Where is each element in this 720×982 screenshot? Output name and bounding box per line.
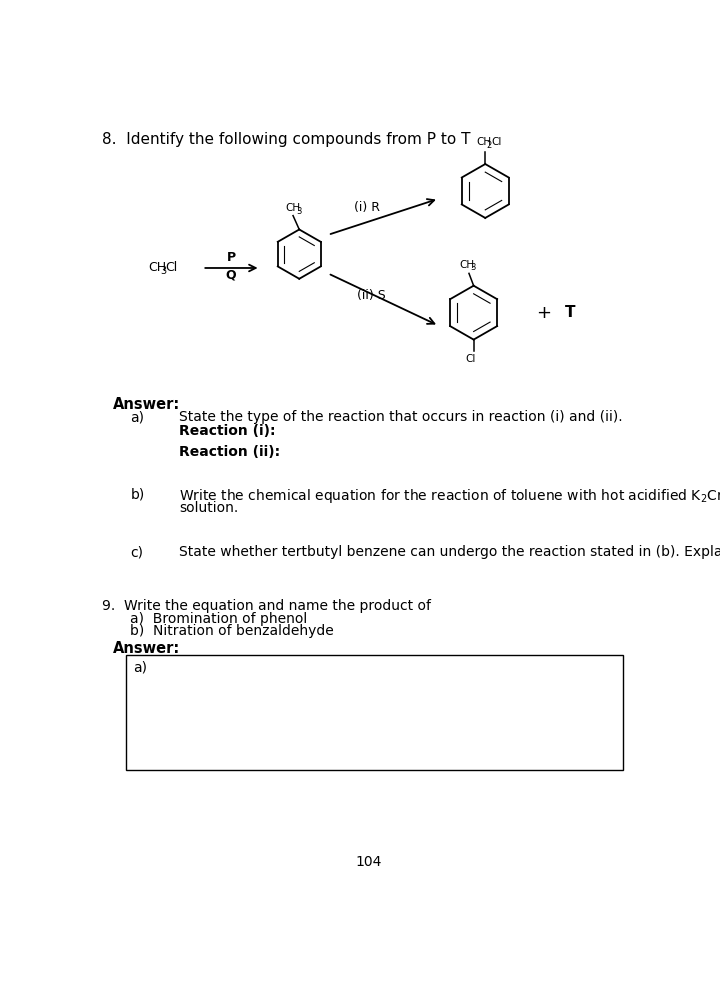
Text: CH: CH bbox=[476, 137, 491, 147]
Text: Q: Q bbox=[226, 268, 236, 282]
Text: b)  Nitration of benzaldehyde: b) Nitration of benzaldehyde bbox=[130, 625, 334, 638]
Text: T: T bbox=[565, 305, 576, 320]
Text: +: + bbox=[536, 303, 551, 322]
Text: a): a) bbox=[130, 410, 144, 424]
Text: 8.  Identify the following compounds from P to T: 8. Identify the following compounds from… bbox=[102, 132, 470, 146]
Text: Answer:: Answer: bbox=[113, 397, 181, 411]
Text: 2: 2 bbox=[487, 141, 492, 150]
Text: Answer:: Answer: bbox=[113, 641, 181, 656]
Text: Cl: Cl bbox=[465, 354, 476, 364]
Text: CH: CH bbox=[285, 203, 300, 213]
Bar bbox=[127, 655, 624, 770]
Text: Reaction (ii):: Reaction (ii): bbox=[179, 445, 280, 460]
Text: Cl: Cl bbox=[165, 261, 177, 275]
Text: Write the chemical equation for the reaction of toluene with hot acidified $\mat: Write the chemical equation for the reac… bbox=[179, 487, 720, 506]
Text: CH: CH bbox=[459, 260, 474, 270]
Text: 3: 3 bbox=[161, 266, 166, 276]
Text: 104: 104 bbox=[356, 854, 382, 869]
Text: P: P bbox=[227, 251, 235, 264]
Text: State whether tertbutyl benzene can undergo the reaction stated in (b). Explain.: State whether tertbutyl benzene can unde… bbox=[179, 545, 720, 559]
Text: solution.: solution. bbox=[179, 501, 238, 516]
Text: b): b) bbox=[130, 487, 145, 502]
Text: (ii) S: (ii) S bbox=[357, 290, 386, 302]
Text: a): a) bbox=[132, 661, 147, 675]
Text: (i) R: (i) R bbox=[354, 200, 380, 214]
Text: Reaction (i):: Reaction (i): bbox=[179, 423, 276, 438]
Text: CH: CH bbox=[148, 261, 166, 275]
Text: 9.  Write the equation and name the product of: 9. Write the equation and name the produ… bbox=[102, 599, 431, 613]
Text: a)  Bromination of phenol: a) Bromination of phenol bbox=[130, 612, 307, 627]
Text: 3: 3 bbox=[471, 263, 476, 272]
Text: c): c) bbox=[130, 545, 143, 559]
Text: Cl: Cl bbox=[492, 137, 502, 147]
Text: 3: 3 bbox=[296, 206, 302, 215]
Text: State the type of the reaction that occurs in reaction (i) and (ii).: State the type of the reaction that occu… bbox=[179, 410, 623, 424]
